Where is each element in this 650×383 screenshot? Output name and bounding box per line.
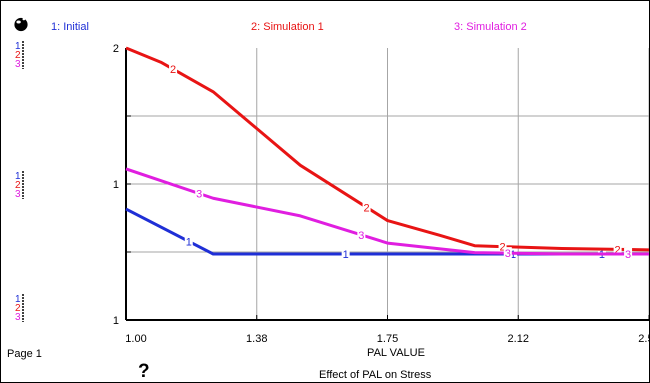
x-tick-label: 1.00 [125, 333, 146, 345]
scale-legend-number: 1 [15, 41, 21, 52]
series-marker-bg [341, 247, 350, 259]
series-marker-bg [169, 63, 178, 75]
series-marker-bg [624, 247, 633, 259]
scale-legend-number: 1 [15, 294, 21, 305]
legend-series-1: 1: Initial [51, 21, 89, 33]
y-tick-label: 2 [113, 43, 119, 55]
legend-series-2: 2: Simulation 1 [251, 21, 324, 33]
series-marker-1: 1 [186, 236, 192, 248]
x-tick-label: 2.12 [508, 333, 529, 345]
y-tick-label: 1 [113, 315, 119, 327]
scale-legend-number: 2 [15, 50, 21, 61]
series-marker-bg [503, 247, 512, 259]
scale-legend-number: 3 [15, 59, 21, 70]
series-marker-1: 1 [343, 249, 349, 261]
series-marker-2: 2 [615, 244, 621, 256]
scale-legend-number: 2 [15, 180, 21, 191]
series-line-2 [125, 46, 649, 252]
series-marker-bg [357, 228, 366, 240]
series-marker-3: 3 [505, 248, 511, 260]
series-marker-3: 3 [625, 249, 631, 261]
y-tick-label: 1 [113, 179, 119, 191]
chart-title: Effect of PAL on Stress [319, 369, 432, 381]
series-marker-2: 2 [364, 202, 370, 214]
series-marker-bg [362, 201, 371, 213]
x-tick-label: 1.38 [246, 333, 267, 345]
series-marker-bg [613, 243, 622, 255]
ball-icon[interactable] [13, 16, 29, 32]
series-marker-1: 1 [510, 249, 516, 261]
x-tick-label: 2.50 [638, 333, 649, 345]
x-axis-label: PAL VALUE [367, 347, 425, 359]
series-marker-bg [184, 235, 193, 247]
scale-legend-number: 3 [15, 189, 21, 200]
series-marker-3: 3 [358, 230, 364, 242]
page-label[interactable]: Page 1 [7, 348, 42, 360]
scale-legend-number: 2 [15, 303, 21, 314]
series-marker-2: 2 [499, 242, 505, 254]
series-marker-bg [195, 187, 204, 199]
question-mark-icon[interactable]: ? [138, 361, 150, 382]
scale-legend-number: 3 [15, 312, 21, 323]
legend-series-3: 3: Simulation 2 [454, 21, 527, 33]
series-marker-bg [498, 240, 507, 252]
series-marker-3: 3 [196, 189, 202, 201]
series-line-3 [125, 167, 649, 256]
x-tick-label: 1.75 [377, 333, 398, 345]
series-marker-2: 2 [170, 64, 176, 76]
scale-legend-number: 1 [15, 171, 21, 182]
